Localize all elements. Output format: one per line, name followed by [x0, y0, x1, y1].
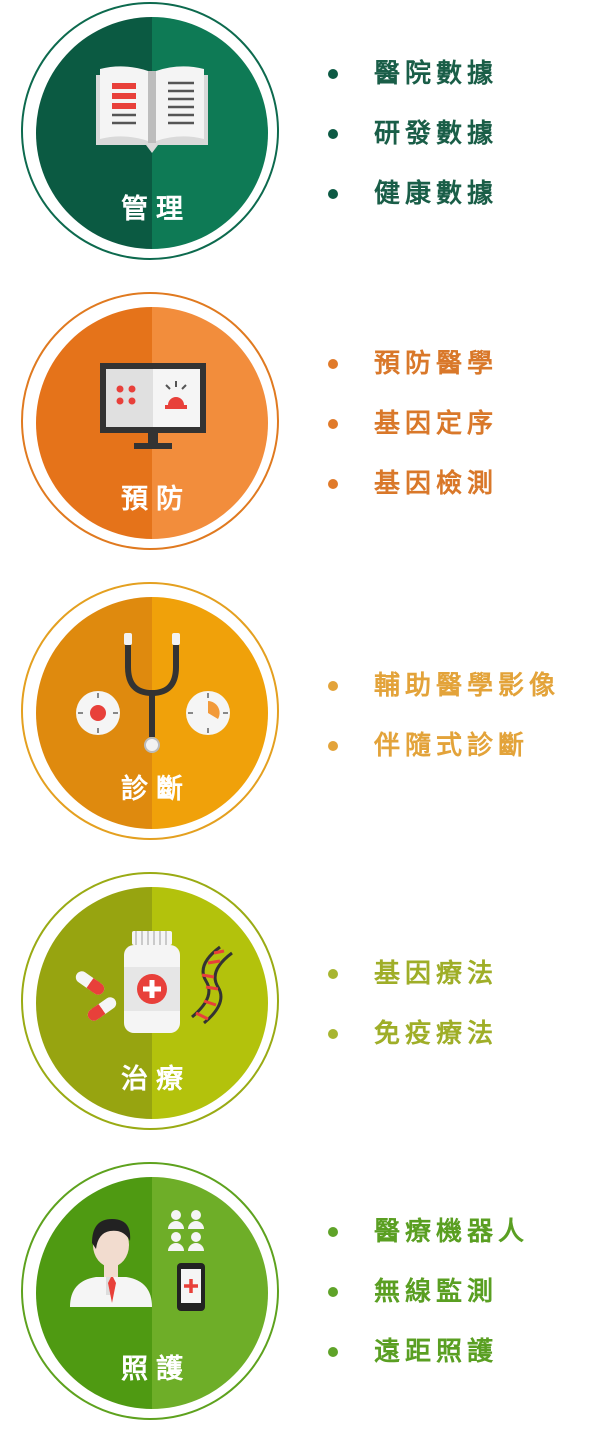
care-badge: 照護 — [21, 1162, 279, 1420]
section-treatment: 治療 基因療法 免疫療法 — [0, 870, 590, 1150]
badge-label: 診斷 — [121, 774, 191, 805]
treatment-badge: 治療 — [21, 872, 279, 1130]
section-diagnosis: 診斷 輔助醫學影像 伴隨式診斷 — [0, 580, 590, 860]
bullet-dot — [328, 189, 338, 199]
section-management: 管理 醫院數據 研發數據 健康數據 — [0, 0, 590, 280]
item-text: 免疫療法 — [374, 1019, 499, 1049]
badge-label: 管理 — [121, 194, 191, 225]
prevention-badge: 預防 — [21, 292, 279, 550]
item-text: 基因定序 — [374, 409, 499, 439]
book-icon — [96, 66, 208, 153]
bullet-dot — [328, 479, 338, 489]
item-text: 基因檢測 — [374, 469, 499, 499]
bullet-dot — [328, 969, 338, 979]
item-text: 醫療機器人 — [374, 1217, 530, 1247]
stethoscope-icon — [76, 633, 230, 753]
badge-label: 照護 — [121, 1354, 191, 1385]
item-text: 無線監測 — [374, 1277, 499, 1307]
bullet-dot — [328, 419, 338, 429]
section-prevention: 預防 預防醫學 基因定序 基因檢測 — [0, 290, 590, 570]
badge-label: 治療 — [121, 1064, 191, 1095]
bullet-dot — [328, 1227, 338, 1237]
item-text: 健康數據 — [374, 179, 499, 209]
item-text: 遠距照護 — [374, 1337, 499, 1367]
item-text: 預防醫學 — [374, 349, 499, 379]
item-text: 研發數據 — [374, 119, 499, 149]
item-text: 輔助醫學影像 — [374, 671, 561, 701]
item-text: 醫院數據 — [374, 59, 499, 89]
bullet-dot — [328, 1347, 338, 1357]
section-care: 照護 醫療機器人 無線監測 遠距照護 — [0, 1160, 590, 1440]
item-text: 基因療法 — [374, 959, 499, 989]
bullet-dot — [328, 681, 338, 691]
badge-label: 預防 — [121, 484, 191, 515]
bullet-dot — [328, 69, 338, 79]
bullet-dot — [328, 129, 338, 139]
item-text: 伴隨式診斷 — [374, 731, 530, 761]
bullet-dot — [328, 741, 338, 751]
bullet-dot — [328, 1029, 338, 1039]
bullet-dot — [328, 1287, 338, 1297]
management-badge: 管理 — [21, 2, 279, 260]
diagnosis-badge: 診斷 — [21, 582, 279, 840]
medicine-dna-icon — [75, 931, 233, 1033]
bullet-dot — [328, 359, 338, 369]
doctor-phone-icon — [70, 1210, 205, 1311]
monitor-alarm-icon — [100, 363, 206, 449]
